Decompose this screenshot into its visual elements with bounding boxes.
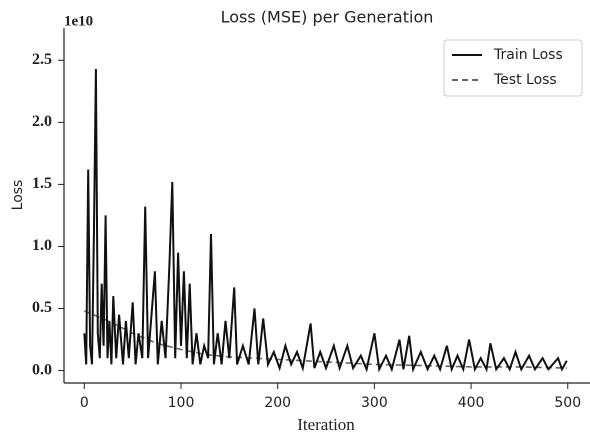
series-line xyxy=(83,310,567,369)
x-tick-label: 300 xyxy=(361,395,388,411)
x-axis-label: Iteration xyxy=(297,415,355,434)
x-tick-label: 500 xyxy=(554,395,581,411)
x-tick-label: 0 xyxy=(80,395,89,411)
y-tick-label: 2.5 xyxy=(32,51,52,68)
y-tick-label: 2.0 xyxy=(32,113,52,130)
y-axis-label: Loss xyxy=(10,180,26,211)
y-offset: 1e10 xyxy=(64,13,93,29)
y-tick-label: 0.0 xyxy=(32,361,52,378)
series-line xyxy=(83,68,568,374)
y-tick-label: 1.5 xyxy=(32,175,52,192)
y-tick-label: 0.5 xyxy=(32,299,52,316)
legend-label: Test Loss xyxy=(493,72,557,88)
y-tick-label: 1.0 xyxy=(32,237,52,254)
chart-title: Loss (MSE) per Generation xyxy=(221,8,434,27)
x-tick-label: 200 xyxy=(264,395,291,411)
x-tick-label: 400 xyxy=(458,395,485,411)
x-tick-label: 100 xyxy=(168,395,195,411)
legend-label: Train Loss xyxy=(493,47,563,63)
